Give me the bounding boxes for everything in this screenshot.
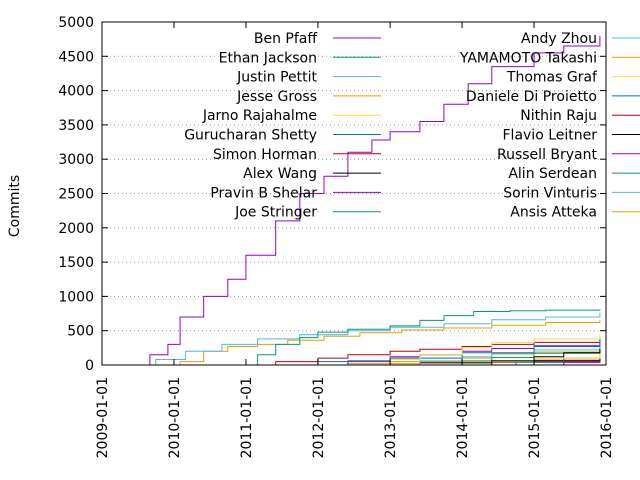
legend-label: Ansis Atteka — [510, 205, 597, 221]
series-line-ethan-jackson — [233, 309, 601, 366]
legend-label: Daniele Di Proietto — [466, 89, 597, 105]
y-tick-label: 500 — [67, 324, 94, 340]
legend-label: Russell Bryant — [497, 147, 598, 163]
y-tick-label: 1500 — [58, 255, 94, 271]
x-tick-label: 2015-01-01 — [527, 377, 543, 458]
legend-label: Simon Horman — [213, 147, 317, 163]
x-tick-label: 2014-01-01 — [455, 377, 471, 458]
legend-label: Jesse Gross — [236, 89, 317, 105]
series-line-andy-zhou — [371, 345, 601, 366]
legend-label: Thomas Graf — [506, 70, 598, 86]
y-tick-label: 5000 — [58, 15, 94, 31]
y-tick-label: 1000 — [58, 289, 94, 305]
x-tick-label: 2010-01-01 — [167, 377, 183, 458]
y-tick-label: 3000 — [58, 152, 94, 168]
y-tick-label: 0 — [85, 358, 94, 374]
y-tick-label: 4000 — [58, 84, 94, 100]
legend-label: Alin Serdean — [508, 166, 597, 182]
x-tick-labels: 2009-01-01 2010-01-01 2011-01-01 2012-01-01… — [95, 377, 615, 458]
legend-label: Joe Stringer — [234, 205, 317, 221]
axis-ticks — [101, 21, 607, 366]
series-line-alex-wang — [443, 349, 601, 366]
legend-label: Nithin Raju — [520, 108, 597, 124]
y-tick-label: 3500 — [58, 118, 94, 134]
legend-label: Ben Pfaff — [254, 31, 317, 47]
series-line-ben-pfaff — [139, 35, 601, 366]
legend-label: Andy Zhou — [521, 31, 597, 47]
x-tick-label: 2013-01-01 — [383, 377, 399, 458]
legend: Ben Pfaff Ethan Jackson Justin Pettit Jesse… — [184, 31, 640, 221]
x-tick-label: 2012-01-01 — [311, 377, 327, 458]
x-tick-label: 2009-01-01 — [95, 377, 111, 458]
y-tick-label: 2500 — [58, 187, 94, 203]
y-tick-labels: 0 500 1000 1500 2000 2500 3000 3500 4000 4500 5000 — [58, 15, 94, 374]
legend-label: Gurucharan Shetty — [184, 128, 317, 144]
series-line-justin-pettit — [139, 312, 601, 366]
legend-label: YAMAMOTO Takashi — [459, 50, 597, 66]
legend-label: Flavio Leitner — [503, 128, 598, 144]
legend-label: Ethan Jackson — [219, 50, 317, 66]
legend-label: Justin Pettit — [236, 70, 317, 86]
gridlines — [102, 55, 606, 332]
legend-label: Jarno Rajahalme — [202, 108, 317, 124]
y-axis-label: Commits — [7, 175, 23, 237]
y-tick-label: 2000 — [58, 221, 94, 237]
y-tick-label: 4500 — [58, 49, 94, 65]
x-tick-label: 2011-01-01 — [239, 377, 255, 458]
legend-label: Sorin Vinturis — [503, 185, 597, 201]
legend-label: Alex Wang — [243, 166, 317, 182]
legend-label: Pravin B Shelar — [210, 185, 317, 201]
x-tick-label: 2016-01-01 — [599, 377, 615, 458]
